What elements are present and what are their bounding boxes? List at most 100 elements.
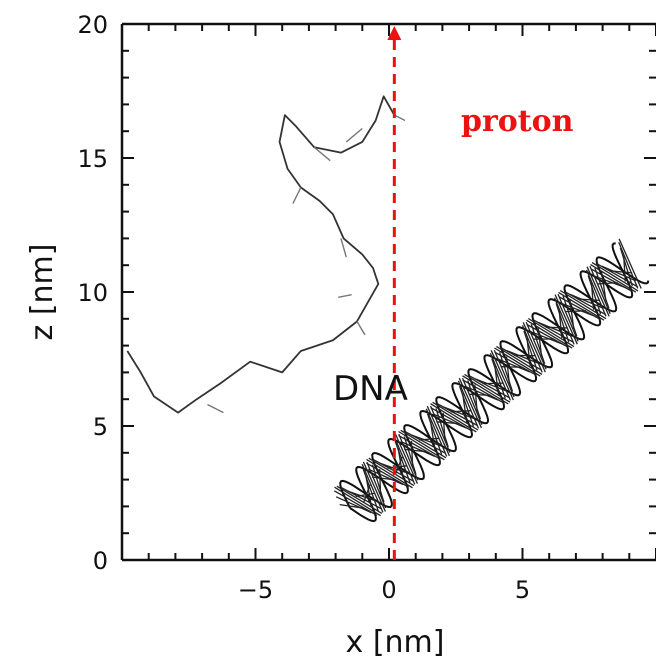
dna-base-pair: [426, 413, 443, 455]
dna-base-pair: [529, 330, 562, 345]
dna-base-pair: [462, 379, 505, 404]
dna-base-pair: [554, 294, 578, 345]
y-tick-label: 15: [77, 145, 108, 173]
dna-base-pair: [394, 441, 411, 483]
y-tick-label: 10: [77, 279, 108, 307]
dna-base-pair: [491, 358, 506, 399]
dna-base-pair: [590, 268, 632, 292]
dna-base-pair: [561, 302, 594, 317]
dna-base-pair: [347, 490, 379, 503]
dna-base-pair: [537, 328, 543, 357]
dna-base-pair: [590, 264, 637, 293]
axis-ticks: [121, 23, 656, 561]
y-tick-label: 5: [93, 413, 108, 441]
dna-base-pair: [523, 330, 538, 371]
x-axis-title: x [nm]: [346, 625, 445, 660]
dna-base-pair: [496, 358, 531, 373]
trajectory-branch: [345, 127, 363, 143]
dna-base-pair: [462, 375, 509, 405]
dna-base-pair: [442, 412, 446, 440]
dna-base-pair: [464, 373, 511, 403]
dna-base-pair: [411, 434, 443, 448]
dna-base-pair: [393, 436, 416, 485]
dna-base-pair: [366, 462, 410, 488]
dna-base-pair: [467, 380, 482, 420]
dna-base-pair: [333, 490, 378, 516]
dna-base-pair: [400, 429, 447, 459]
dna-base-pair: [430, 407, 473, 432]
x-tick-label: 5: [515, 576, 530, 604]
dna-base-pair: [594, 267, 610, 309]
dna-base-pair: [336, 485, 383, 514]
dna-base-pair: [362, 461, 386, 512]
dna-label: DNA: [333, 369, 408, 409]
dna-base-pair: [496, 345, 543, 375]
dna-base-pair: [426, 405, 450, 457]
dna-base-pair: [387, 465, 407, 469]
dna-base-pair: [569, 300, 575, 329]
dna-base-pair: [398, 430, 445, 461]
dna-base-pair: [526, 319, 573, 349]
dna-base-pair: [430, 403, 477, 433]
dna-base-pair: [366, 458, 413, 489]
dna-base-pair: [458, 385, 475, 427]
x-tick-label: 0: [381, 576, 396, 604]
dna-base-pair: [619, 247, 633, 287]
y-axis-title: z [nm]: [25, 244, 60, 341]
electron-trajectory: [126, 95, 406, 414]
trajectory-branch: [340, 238, 347, 258]
dna-base-pair: [361, 464, 384, 513]
dna-base-pair: [379, 469, 382, 495]
dna-base-pair: [522, 322, 546, 373]
proton-label: proton: [461, 104, 574, 139]
dna-base-pair: [435, 408, 449, 447]
y-tick-label: 20: [77, 11, 108, 39]
dna-base-pair: [362, 468, 379, 511]
dna-base-pair: [555, 302, 570, 343]
dna-base-pair: [425, 408, 448, 457]
dna-base-pair: [553, 297, 575, 345]
dna-base-pair: [432, 401, 479, 431]
dna-base-pair: [494, 351, 537, 376]
trajectory-branch: [207, 403, 224, 414]
dna-base-pair: [586, 266, 610, 317]
dna-base-pair: [432, 413, 467, 429]
dna-base-pair: [489, 352, 511, 401]
dna-base-pair: [587, 275, 602, 315]
dna-base-pair: [521, 325, 543, 373]
x-tick-label: −5: [238, 576, 273, 604]
dna-base-pair: [498, 352, 514, 392]
dna-base-pair: [363, 484, 371, 503]
dna-base-pair: [530, 323, 546, 365]
dna-base-pair: [490, 350, 514, 401]
dna-base-pair: [371, 464, 385, 503]
dna-base-pair: [394, 433, 418, 484]
dna-base-pair: [493, 349, 515, 398]
dna-base-pair: [586, 269, 607, 317]
trajectory-branch: [394, 114, 406, 122]
dna-base-pair: [410, 440, 414, 467]
dna-base-pair: [457, 380, 480, 429]
proton-arrowhead: [387, 26, 402, 40]
dna-base-pair: [558, 296, 601, 320]
dna-base-pair: [618, 241, 639, 289]
dna-base-pair: [368, 468, 404, 486]
dna-base-pair: [494, 347, 541, 377]
dna-base-pair: [458, 377, 482, 429]
dna-base-pair: [474, 384, 478, 412]
dna-base-pair: [557, 293, 579, 342]
dna-base-pair: [355, 492, 375, 498]
dna-base-pair: [334, 486, 381, 517]
trajectory-branch: [338, 293, 352, 299]
trajectory-branch: [313, 146, 331, 162]
dna-base-pair: [398, 434, 441, 460]
dna-base-pair: [526, 323, 569, 348]
dna-base-pair: [335, 496, 372, 514]
trajectory-branch: [292, 187, 302, 204]
dna-base-pair: [558, 291, 605, 321]
dna-base-pair: [525, 321, 547, 370]
dna-base-pair: [589, 265, 611, 314]
dna-base-pair: [368, 457, 415, 487]
dna-base-pair: [600, 271, 607, 302]
